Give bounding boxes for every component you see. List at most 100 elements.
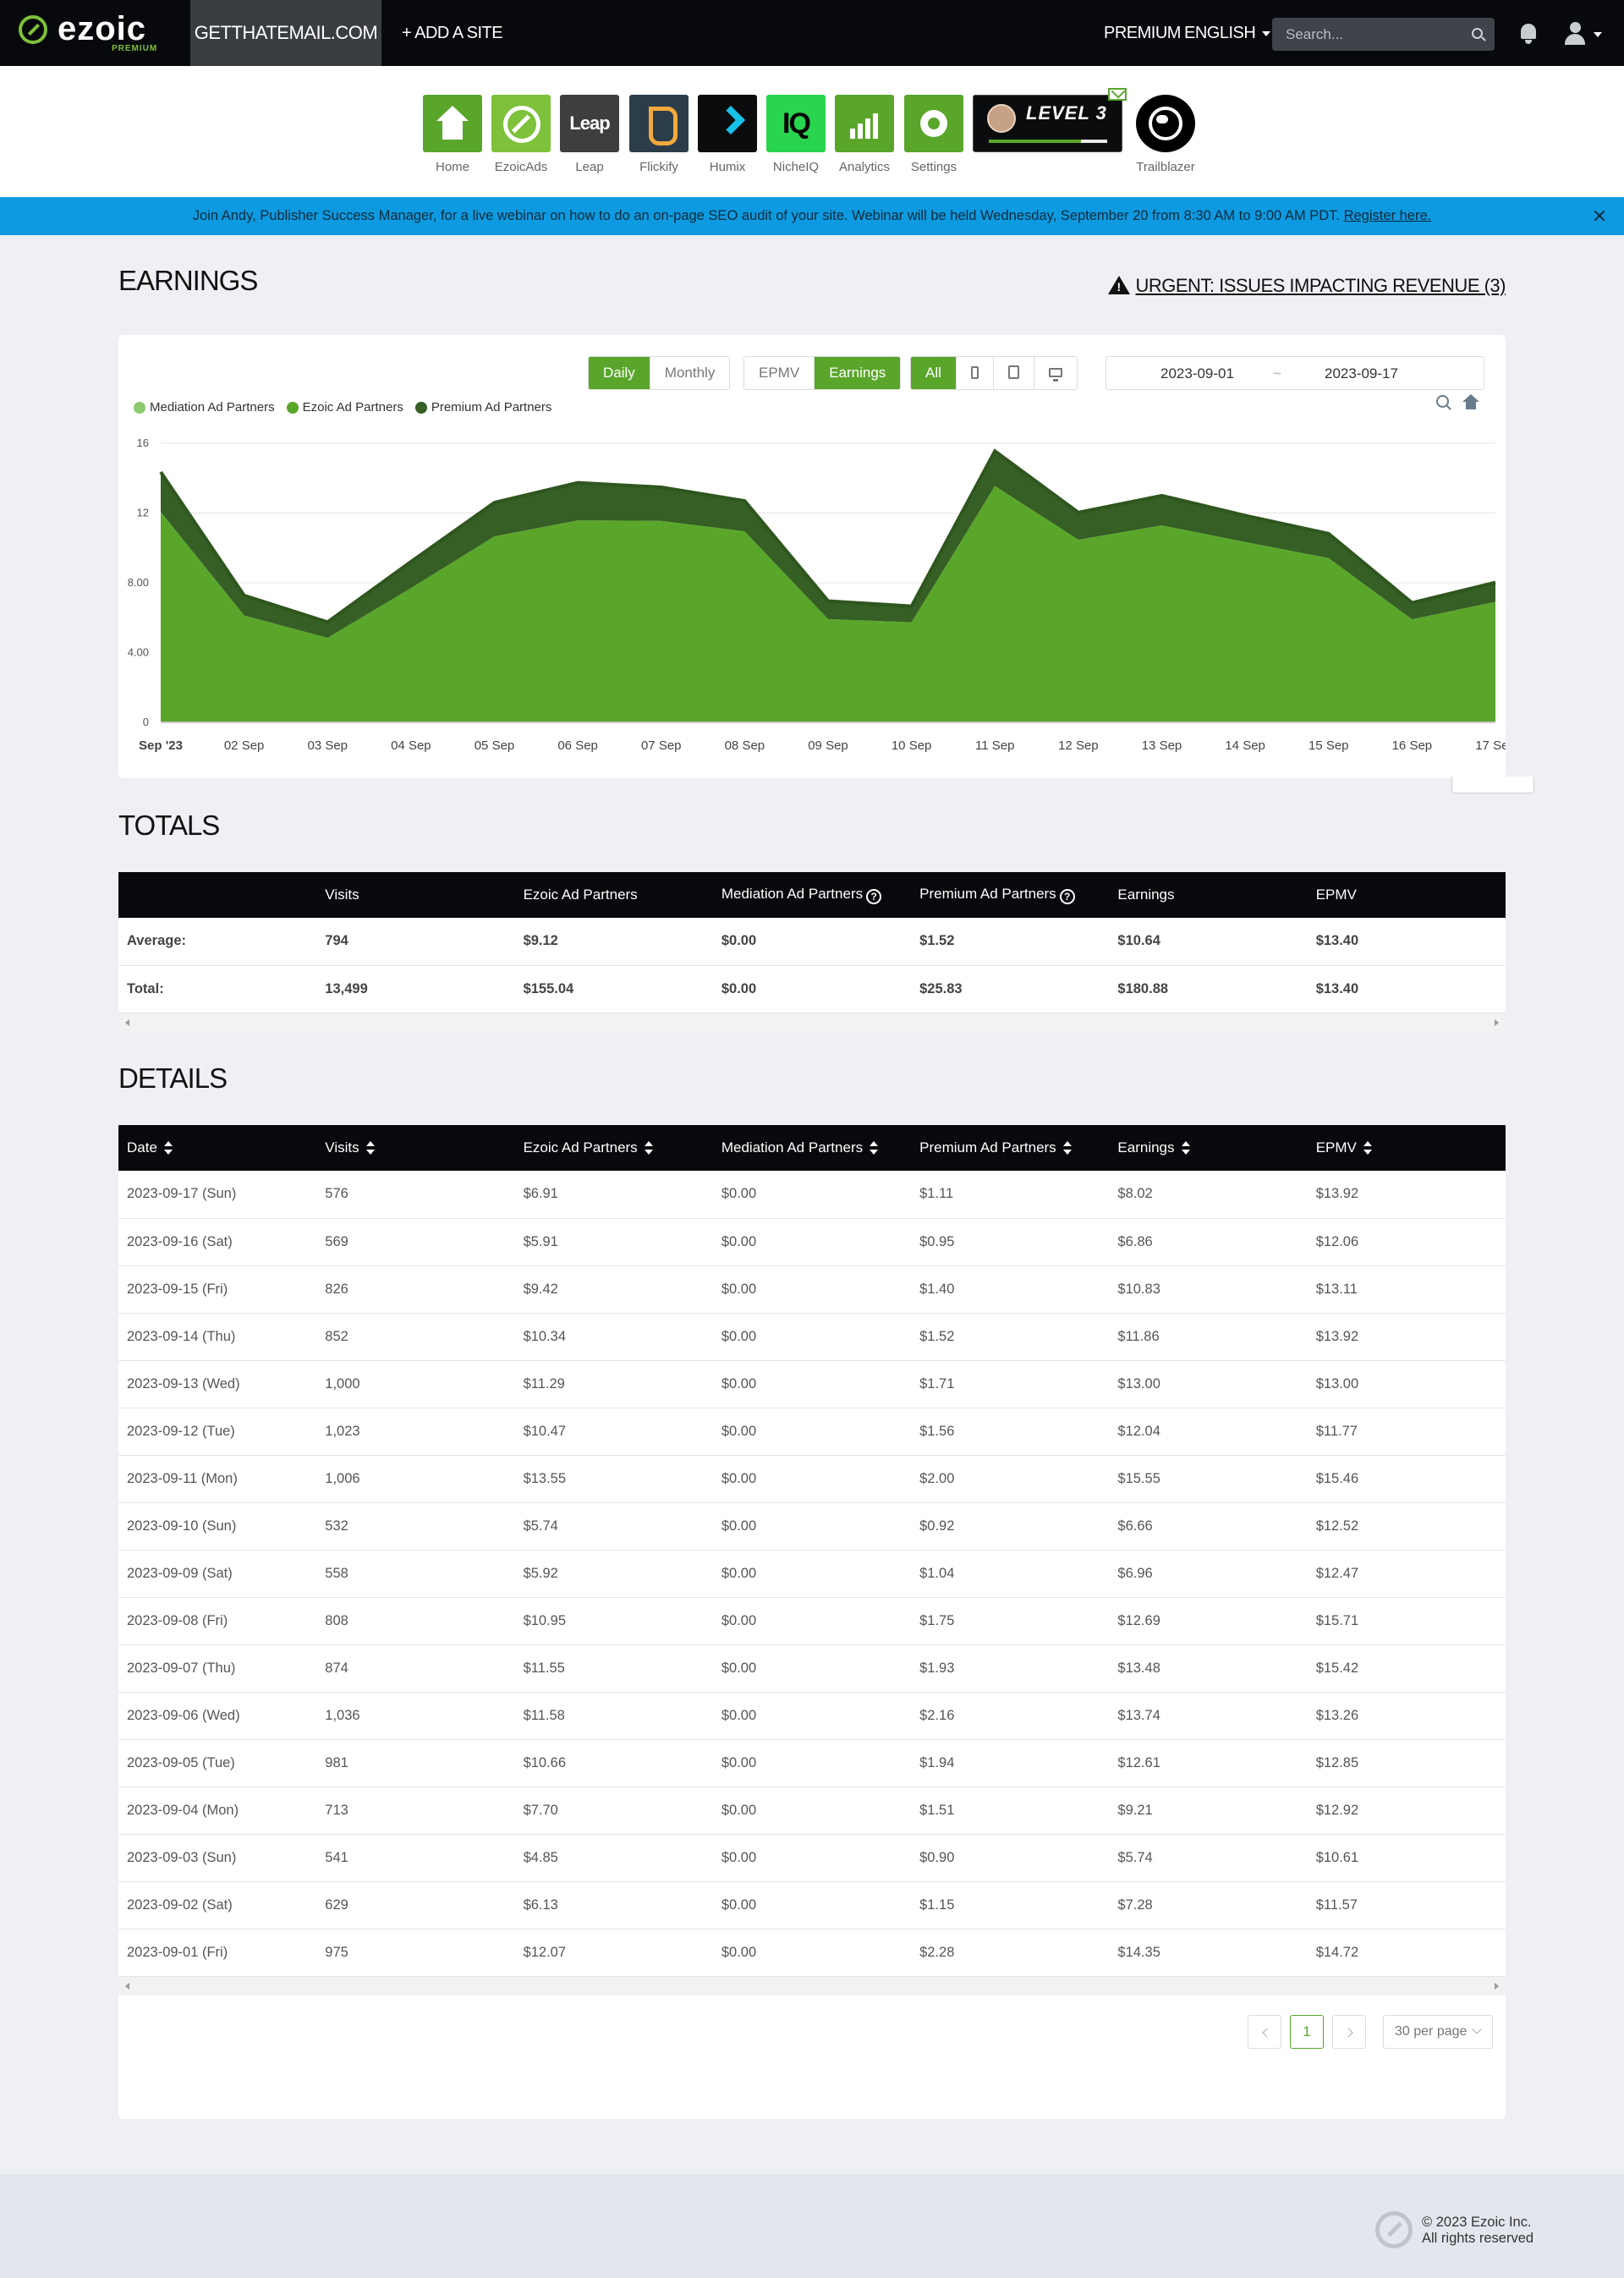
previous-page-button[interactable] (1248, 2015, 1281, 2049)
scroll-left-icon[interactable] (125, 1982, 129, 1990)
app-ezoicads[interactable]: EzoicAds (491, 95, 551, 174)
user-icon[interactable] (1563, 22, 1587, 46)
sortable-column-header[interactable]: Premium Ad Partners (911, 1125, 1110, 1171)
leap-icon: Leap (560, 95, 619, 152)
sort-icon[interactable] (163, 1141, 173, 1155)
register-link[interactable]: Register here. (1343, 208, 1432, 223)
column-header-label: Premium Ad Partners (919, 886, 1056, 902)
per-page-select[interactable]: 30 per page (1383, 2015, 1493, 2049)
table-cell: $12.85 (1307, 1739, 1506, 1787)
epmv-button[interactable]: EPMV (744, 357, 815, 389)
table-cell: 2023-09-01 (Fri) (118, 1929, 317, 1977)
table-cell: $2.16 (911, 1692, 1110, 1740)
app-trailblazer[interactable]: Trailblazer (1136, 95, 1195, 174)
date-range-picker[interactable]: 2023-09-01 ~ 2023-09-17 (1106, 356, 1484, 390)
table-cell: 2023-09-10 (Sun) (118, 1502, 317, 1551)
sort-icon[interactable] (1363, 1141, 1372, 1155)
legend-dot-icon (286, 401, 299, 414)
details-table: Date Visits Ezoic Ad Partners Mediation Ad … (118, 1125, 1506, 1977)
sortable-column-header[interactable]: Date (118, 1125, 317, 1171)
add-site-link[interactable]: + ADD A SITE (402, 24, 503, 42)
copyright-text: © 2023 Ezoic Inc. (1422, 2215, 1532, 2230)
table-cell: $13.00 (1307, 1360, 1506, 1408)
reset-zoom-home-icon[interactable] (1462, 394, 1479, 409)
help-icon[interactable]: ? (1059, 889, 1075, 904)
table-cell: $14.35 (1109, 1929, 1308, 1977)
next-page-button[interactable] (1332, 2015, 1366, 2049)
sort-icon[interactable] (1181, 1141, 1190, 1155)
search-input[interactable] (1272, 18, 1467, 51)
flickify-icon (629, 95, 689, 152)
zoom-icon[interactable] (1436, 395, 1449, 408)
table-cell: $0.00 (712, 1644, 912, 1693)
trailblazer-icon (1136, 95, 1195, 152)
sort-icon[interactable] (644, 1141, 653, 1155)
x-tick-label: 03 Sep (307, 738, 348, 753)
table-cell: $15.55 (1109, 1455, 1308, 1503)
app-settings[interactable]: Settings (904, 95, 963, 174)
all-devices-button[interactable]: All (911, 357, 957, 389)
earnings-area-chart[interactable]: 0 4.00 8.00 12 16 Sep '23 02 Sep 03 Sep 04 Sep 05… (118, 420, 1506, 778)
horizontal-scrollbar[interactable] (118, 1013, 1506, 1032)
app-label: NicheIQ (772, 160, 820, 174)
mail-icon[interactable] (1108, 88, 1127, 101)
table-cell: $0.00 (712, 1455, 912, 1503)
scroll-right-icon[interactable] (1495, 1982, 1499, 1990)
legend-item-premium[interactable]: Premium Ad Partners (414, 400, 551, 414)
table-cell: $9.42 (514, 1265, 713, 1314)
bell-icon[interactable] (1519, 24, 1538, 44)
sort-icon[interactable] (1062, 1141, 1072, 1155)
language-dropdown[interactable]: ENGLISH (1184, 0, 1271, 66)
app-analytics[interactable]: Analytics (835, 95, 894, 174)
sort-icon[interactable] (365, 1141, 375, 1155)
ezoic-logo[interactable]: ezoic PREMIUM (19, 12, 162, 54)
app-home[interactable]: Home (423, 95, 482, 174)
app-leap[interactable]: Leap Leap (560, 95, 619, 174)
site-selector-tab[interactable]: GETTHATEMAIL.COM (190, 0, 381, 66)
table-row: 2023-09-03 (Sun) 541 $4.85 $0.00 $0.90 $5.74 $… (118, 1834, 1506, 1882)
sort-icon[interactable] (870, 1141, 879, 1155)
table-cell: $10.83 (1109, 1265, 1308, 1314)
page-number-button[interactable]: 1 (1290, 2015, 1324, 2049)
table-cell: $10.61 (1307, 1834, 1506, 1882)
sortable-column-header[interactable]: Earnings (1109, 1125, 1308, 1171)
app-launcher-row: Home EzoicAds Leap Leap Flickify Humix I… (0, 66, 1624, 197)
help-icon[interactable]: ? (866, 889, 882, 904)
table-cell: $0.00 (712, 1502, 912, 1551)
app-flickify[interactable]: Flickify (629, 95, 689, 174)
monthly-button[interactable]: Monthly (664, 365, 716, 381)
scroll-left-icon[interactable] (125, 1018, 129, 1026)
table-cell: 1,036 (316, 1692, 515, 1740)
horizontal-scrollbar[interactable] (118, 1976, 1506, 1995)
app-nicheiq[interactable]: IQ NicheIQ (766, 95, 826, 174)
sortable-column-header[interactable]: Mediation Ad Partners (712, 1125, 912, 1171)
daily-button[interactable]: Daily (589, 357, 650, 389)
sortable-column-header[interactable]: EPMV (1307, 1125, 1506, 1171)
sortable-column-header[interactable]: Visits (316, 1125, 515, 1171)
mobile-button[interactable] (957, 357, 994, 389)
urgent-issues-link[interactable]: URGENT: ISSUES IMPACTING REVENUE (3) (1108, 275, 1506, 297)
desktop-button[interactable] (1034, 357, 1077, 389)
legend-item-mediation[interactable]: Mediation Ad Partners (134, 400, 275, 414)
app-humix[interactable]: Humix (698, 95, 757, 174)
earnings-button[interactable]: Earnings (815, 357, 901, 389)
level-badge[interactable]: LEVEL 3 (973, 95, 1122, 152)
close-icon[interactable] (1592, 208, 1607, 223)
scroll-right-icon[interactable] (1495, 1018, 1499, 1026)
home-icon (423, 95, 482, 152)
table-cell: $5.74 (514, 1502, 713, 1551)
tablet-button[interactable] (994, 357, 1034, 389)
table-cell: $14.72 (1307, 1929, 1506, 1977)
table-cell: 2023-09-16 (Sat) (118, 1218, 317, 1266)
premium-link[interactable]: PREMIUM (1104, 24, 1181, 42)
period-toggle: Daily Monthly (588, 356, 731, 390)
humix-icon (698, 95, 757, 152)
chevron-down-icon[interactable] (1594, 32, 1602, 37)
sortable-column-header[interactable]: Ezoic Ad Partners (514, 1125, 713, 1171)
table-cell: $0.00 (712, 1408, 912, 1456)
legend-item-ezoic[interactable]: Ezoic Ad Partners (286, 400, 403, 414)
search-icon[interactable] (1472, 28, 1483, 39)
export-tab[interactable] (1451, 777, 1534, 793)
table-cell: $2.00 (911, 1455, 1110, 1503)
table-cell: 1,023 (316, 1408, 515, 1456)
